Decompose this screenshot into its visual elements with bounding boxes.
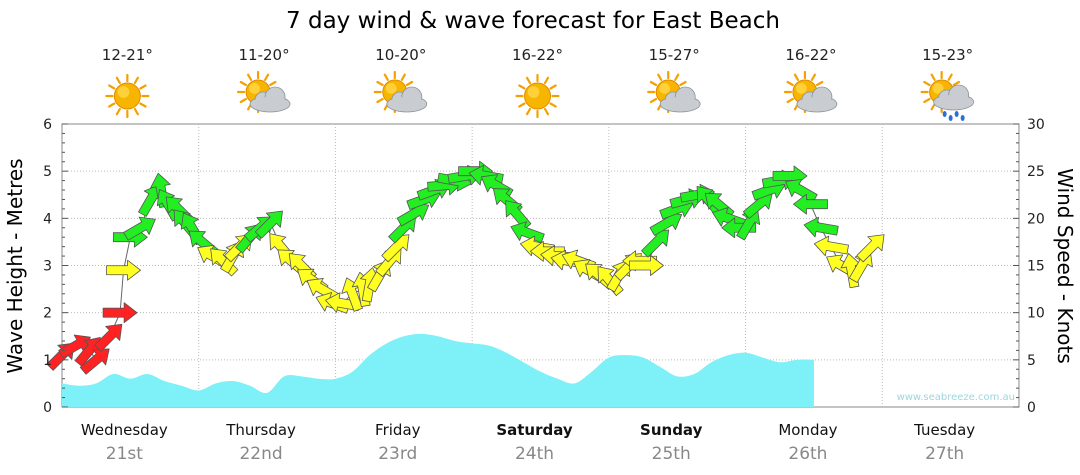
day-axis-labels: Wednesday 21st Thursday 22nd Friday 23rd Satur… [81, 421, 975, 464]
day-temperature: 10-20° [375, 46, 426, 64]
wind-arrow [793, 193, 828, 215]
left-tick-label: 1 [43, 353, 52, 369]
rain-icon [920, 70, 975, 121]
day-name: Monday [778, 421, 837, 439]
wave-series [62, 333, 814, 407]
chart-title: 7 day wind & wave forecast for East Beac… [286, 8, 780, 34]
day-temperature: 16-22° [785, 46, 836, 64]
wind-arrow [254, 210, 283, 239]
right-tick-label: 25 [1027, 164, 1045, 180]
day-temperature: 15-27° [649, 46, 700, 64]
right-tick-label: 0 [1027, 400, 1036, 416]
wind-arrow [94, 323, 123, 352]
day-date: 23rd [378, 444, 417, 464]
wind-arrow [79, 348, 110, 375]
wind-arrow [106, 259, 141, 281]
day-date: 27th [925, 444, 964, 464]
wind-arrow [629, 255, 664, 276]
daily-weather-header: 12-21° 11-20° 10-20° 16-22° 15-27° 16-22° 15-2… [102, 46, 975, 121]
left-tick-label: 0 [43, 400, 52, 416]
sunny-icon [515, 73, 560, 119]
wind-arrow [785, 178, 818, 203]
day-date: 25th [652, 444, 691, 464]
day-name: Saturday [496, 421, 573, 439]
left-axis-ticks: 0 1 2 3 4 5 6 [43, 117, 68, 416]
right-tick-label: 20 [1027, 211, 1045, 227]
left-tick-label: 6 [43, 117, 52, 133]
partly-cloudy-icon [373, 70, 428, 114]
left-tick-label: 3 [43, 259, 52, 275]
day-temperature: 11-20° [239, 46, 290, 64]
wind-arrow [856, 234, 885, 263]
day-name: Sunday [640, 421, 703, 439]
left-tick-label: 5 [43, 164, 52, 180]
day-temperature: 12-21° [102, 46, 153, 64]
left-tick-label: 4 [43, 211, 52, 227]
day-name: Tuesday [913, 421, 975, 439]
wind-arrow [803, 216, 839, 238]
wind-arrow [736, 207, 761, 241]
right-tick-label: 15 [1027, 259, 1045, 275]
day-date: 21st [106, 444, 143, 464]
day-date: 22nd [239, 444, 282, 464]
right-axis-title: Wind Speed - Knots [1053, 168, 1077, 364]
day-temperature: 16-22° [512, 46, 563, 64]
watermark: www.seabreeze.com.au [897, 392, 1015, 403]
partly-cloudy-icon [647, 70, 701, 114]
wind-arrow [102, 302, 138, 324]
wind-arrow [704, 192, 735, 219]
left-tick-label: 2 [43, 306, 52, 322]
day-date: 24th [515, 444, 554, 464]
right-axis-ticks: 0 5 10 15 20 25 30 [1013, 117, 1045, 416]
wave-height-area [62, 333, 814, 407]
partly-cloudy-icon [783, 70, 838, 114]
left-axis-title: Wave Height - Metres [3, 158, 27, 373]
right-tick-label: 10 [1027, 306, 1045, 322]
right-tick-label: 30 [1027, 117, 1045, 133]
wind-arrow [58, 334, 91, 359]
day-name: Friday [375, 421, 421, 439]
wind-arrow [123, 216, 156, 241]
day-temperature: 15-23° [922, 46, 973, 64]
wind-arrow [813, 235, 849, 257]
wind-arrows [46, 160, 885, 375]
wind-arrow [510, 221, 545, 243]
day-name: Wednesday [81, 421, 168, 439]
sunny-icon [105, 73, 150, 119]
day-date: 26th [788, 444, 827, 464]
right-tick-label: 5 [1027, 353, 1036, 369]
partly-cloudy-icon [236, 70, 291, 114]
wind-arrow [641, 229, 670, 258]
day-name: Thursday [225, 421, 296, 439]
